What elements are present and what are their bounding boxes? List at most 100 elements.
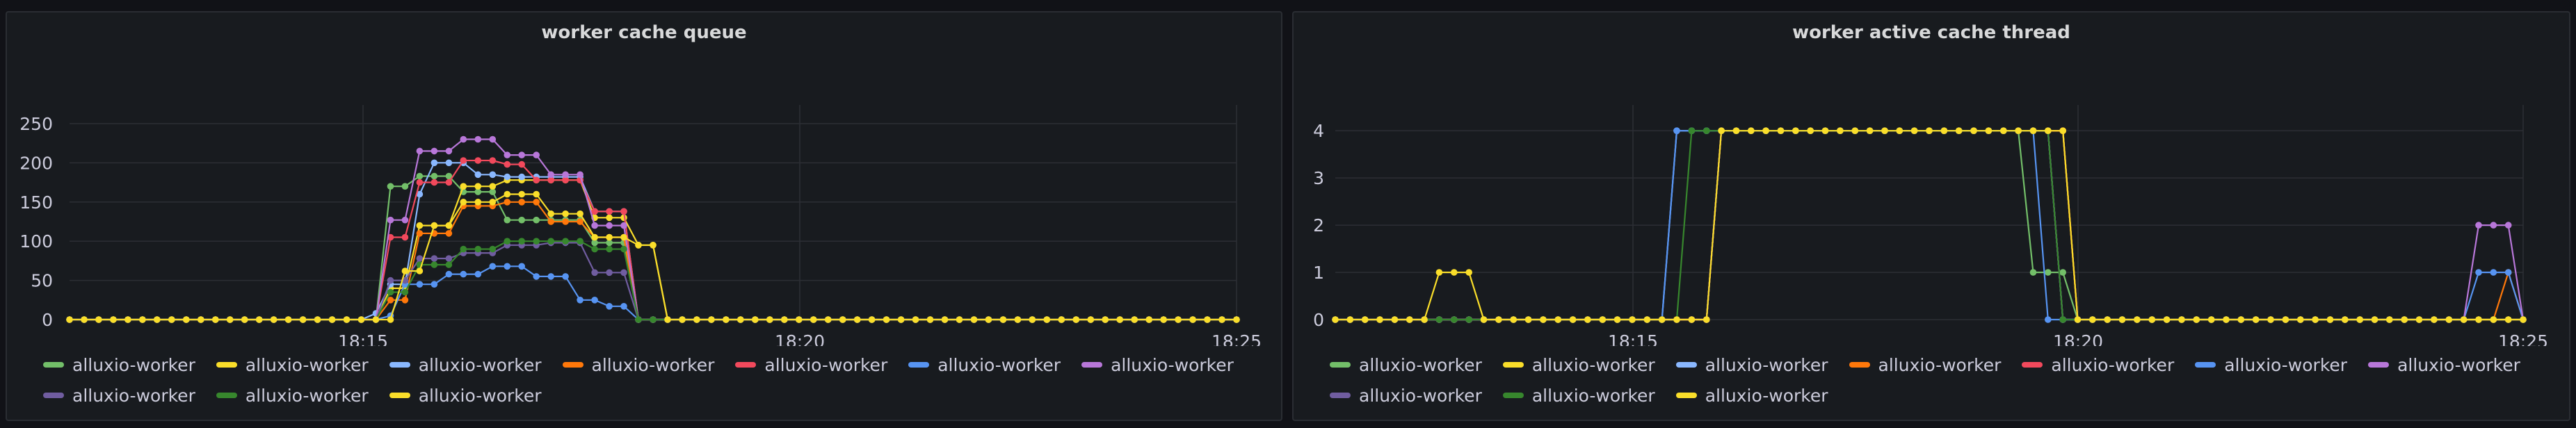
- data-point: [2297, 316, 2304, 323]
- data-point: [635, 242, 642, 249]
- legend-swatch: [735, 362, 757, 368]
- legend-swatch: [1330, 362, 1351, 368]
- data-point: [416, 172, 424, 180]
- y-tick-label: 50: [31, 271, 53, 291]
- legend-swatch: [389, 393, 410, 398]
- data-point: [1821, 127, 1829, 134]
- data-point: [1160, 316, 1167, 323]
- data-point: [547, 171, 554, 179]
- data-point: [212, 316, 219, 323]
- data-point: [518, 160, 525, 168]
- data-point: [430, 281, 438, 288]
- legend-item[interactable]: alluxio-worker: [389, 354, 542, 375]
- legend-swatch: [2022, 362, 2043, 368]
- data-point: [1688, 127, 1696, 134]
- legend-item[interactable]: alluxio-worker: [2368, 354, 2520, 375]
- legend-label: alluxio-worker: [591, 354, 715, 375]
- legend-item[interactable]: alluxio-worker: [1849, 354, 2001, 375]
- data-point: [445, 222, 453, 229]
- legend-swatch: [43, 393, 64, 398]
- data-point: [1881, 127, 1888, 134]
- data-point: [562, 218, 569, 225]
- data-point: [489, 157, 497, 164]
- data-point: [474, 135, 482, 143]
- data-point: [460, 270, 467, 278]
- data-point: [518, 216, 525, 224]
- legend-item[interactable]: alluxio-worker: [43, 385, 195, 406]
- legend-item[interactable]: alluxio-worker: [908, 354, 1061, 375]
- legend-item[interactable]: alluxio-worker: [562, 354, 715, 375]
- data-point: [533, 216, 540, 224]
- data-point: [1087, 316, 1095, 323]
- data-point: [577, 218, 583, 225]
- legend-item[interactable]: alluxio-worker: [389, 385, 542, 406]
- data-point: [1643, 316, 1651, 323]
- data-point: [897, 316, 905, 323]
- legend-item[interactable]: alluxio-worker: [216, 385, 369, 406]
- data-point: [2104, 316, 2111, 323]
- data-point: [606, 208, 613, 215]
- data-point: [533, 176, 540, 183]
- data-point: [606, 239, 613, 247]
- legend-item[interactable]: alluxio-worker: [1330, 385, 1482, 406]
- data-point: [387, 183, 394, 190]
- legend-item[interactable]: alluxio-worker: [1675, 385, 1828, 406]
- data-point: [255, 316, 263, 323]
- data-point: [2342, 316, 2349, 323]
- series-line: [70, 242, 1237, 321]
- data-point: [562, 176, 569, 183]
- legend-item[interactable]: alluxio-worker: [1675, 354, 1828, 375]
- legend-item[interactable]: alluxio-worker: [1081, 354, 1234, 375]
- data-point: [474, 157, 482, 164]
- data-point: [2223, 316, 2230, 323]
- data-point: [766, 316, 773, 323]
- legend-item[interactable]: alluxio-worker: [216, 354, 369, 375]
- data-point: [970, 316, 978, 323]
- data-point: [357, 316, 365, 323]
- legend-item[interactable]: alluxio-worker: [2022, 354, 2174, 375]
- y-tick-label: 1: [1313, 263, 1324, 283]
- worker-active-cache-thread-panel: worker active cache thread 0 1 2 3 4 18:15 18:…: [1292, 11, 2570, 421]
- legend-item[interactable]: alluxio-worker: [1502, 354, 1655, 375]
- data-point: [489, 199, 497, 206]
- legend-item[interactable]: alluxio-worker: [735, 354, 887, 375]
- data-point: [2148, 316, 2156, 323]
- data-point: [1866, 127, 1874, 134]
- data-point: [1451, 269, 1458, 276]
- legend-item[interactable]: alluxio-worker: [2195, 354, 2347, 375]
- data-point: [1673, 316, 1680, 323]
- data-point: [504, 238, 511, 245]
- data-point: [1703, 316, 1710, 323]
- data-point: [853, 316, 861, 323]
- data-point: [577, 238, 583, 245]
- legend-label: alluxio-worker: [245, 354, 369, 375]
- data-point: [1480, 316, 1488, 323]
- x-tick-label: 18:20: [775, 331, 825, 346]
- data-point: [1116, 316, 1123, 323]
- data-point: [416, 255, 424, 262]
- data-point: [110, 316, 117, 323]
- data-point: [577, 297, 583, 304]
- data-point: [533, 151, 540, 158]
- data-point: [2015, 127, 2022, 134]
- legend-item[interactable]: alluxio-worker: [43, 354, 195, 375]
- data-point: [168, 316, 175, 323]
- data-point: [2490, 316, 2497, 323]
- legend-label: alluxio-worker: [1705, 385, 1828, 406]
- legend-item[interactable]: alluxio-worker: [1502, 385, 1655, 406]
- data-point: [1332, 316, 1339, 323]
- data-point: [504, 199, 511, 206]
- data-point: [1421, 316, 1428, 323]
- data-point: [591, 269, 598, 277]
- series-3: [66, 199, 1240, 323]
- data-point: [314, 316, 321, 323]
- data-point: [518, 263, 525, 270]
- data-point: [591, 245, 598, 253]
- legend-label: alluxio-worker: [1531, 354, 1655, 375]
- legend-item[interactable]: alluxio-worker: [1330, 354, 1482, 375]
- data-point: [474, 188, 482, 195]
- data-point: [723, 316, 730, 323]
- data-point: [2401, 316, 2408, 323]
- data-point: [1584, 316, 1591, 323]
- data-point: [533, 199, 540, 206]
